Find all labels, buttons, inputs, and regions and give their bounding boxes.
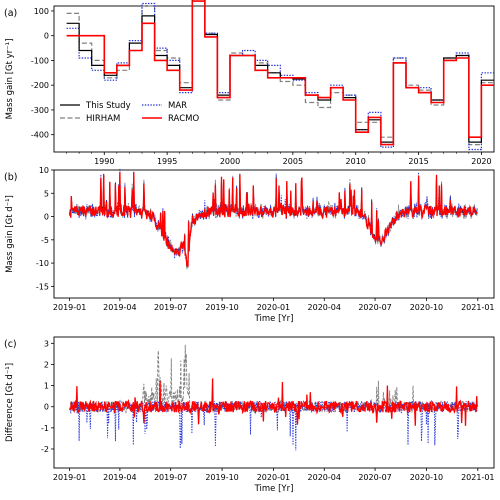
legend-label: This Study [85, 101, 131, 111]
panel-c-plot [69, 344, 478, 451]
panel-c-ytick-label: -1 [41, 424, 49, 433]
panel-a-xtick-label: 2000 [220, 157, 240, 166]
panel-b-plot [68, 168, 478, 270]
panel-a-ytick-label: -200 [31, 81, 49, 90]
panel-b-xtick-label: 2019-01 [53, 303, 86, 312]
series-line-b-this-study [69, 171, 478, 267]
panel-c-xtick-label: 2019-07 [154, 473, 187, 482]
panel-c-xtick-label: 2019-04 [103, 473, 136, 482]
panel-a-xtick-label: 2005 [283, 157, 303, 166]
panel-c-ylabel: Difference [Gt d⁻¹] [5, 363, 15, 442]
panel-c-ytick-label: 1 [44, 382, 49, 391]
legend-label: MAR [168, 101, 187, 111]
panel-b-xtick-label: 2020-01 [257, 303, 290, 312]
panel-a-xtick-label: 1995 [157, 157, 177, 166]
panel-a-xtick-label: 2015 [408, 157, 428, 166]
panel-b-frame [53, 169, 495, 299]
legend-label: HIRHAM [86, 114, 120, 124]
panel-b-xtick-label: 2019-10 [205, 303, 238, 312]
series-line-b-hirham [69, 173, 478, 270]
panel-a-ytick-label: -300 [31, 106, 49, 115]
panel-a-ytick-label: -100 [31, 56, 49, 65]
series-line-c-racmo [69, 378, 478, 426]
legend-label: RACMO [168, 114, 199, 124]
panel-a-ytick-label: -400 [31, 131, 49, 140]
panel-b-ytick-label: -5 [41, 236, 49, 245]
panel-b-xlabel: Time [Yr] [254, 314, 294, 324]
panel-a-frame [53, 5, 495, 153]
panel-a-label: (a) [4, 8, 17, 19]
panel-c-xtick-label: 2020-10 [410, 473, 443, 482]
panel-a-legend: This Study HIRHAM MAR RACMO [60, 101, 199, 124]
panel-c-xtick-label: 2020-01 [257, 473, 290, 482]
panel-b-ytick-label: 10 [39, 166, 49, 175]
panel-c-xtick-label: 2019-10 [205, 473, 238, 482]
panel-c-label: (c) [4, 339, 17, 350]
panel-b-ytick-label: -15 [36, 282, 49, 291]
panel-b-xtick-label: 2019-07 [154, 303, 187, 312]
panel-c-xtick-label: 2019-01 [53, 473, 86, 482]
panel-c-frame [53, 336, 495, 469]
panel-c-ytick-label: 3 [44, 339, 49, 348]
panel-a-xtick-label: 2020 [471, 157, 491, 166]
panel-b-ytick-label: 5 [44, 189, 49, 198]
panel-c-ytick-label: -2 [41, 445, 49, 454]
panel-b-xtick-label: 2019-04 [103, 303, 136, 312]
panel-b-label: (b) [4, 172, 17, 183]
panel-c-ytick-label: 0 [44, 403, 49, 412]
panel-a-ytick-label: 0 [44, 32, 49, 41]
panel-b-xtick-label: 2021-01 [461, 303, 494, 312]
panel-b-ytick-label: -10 [36, 259, 49, 268]
panel-b-ylabel: Mass gain [Gt d⁻¹] [5, 195, 15, 273]
panel-c-xtick-label: 2020-04 [308, 473, 341, 482]
panel-b-ytick-label: 0 [44, 213, 49, 222]
panel-a-ylabel: Mass gain [Gt yr⁻¹] [5, 39, 15, 120]
panel-c-xtick-label: 2021-01 [461, 473, 494, 482]
panel-b-xtick-label: 2020-04 [308, 303, 341, 312]
series-line-b-racmo [68, 172, 478, 267]
panel-a-xtick-label: 2010 [346, 157, 366, 166]
series-line-racmo [66, 0, 494, 146]
panel-a-plot [66, 0, 494, 151]
panel-c-ytick-label: 2 [44, 360, 49, 369]
panel-a-xtick-label: 1990 [94, 157, 114, 166]
panel-c-xtick-label: 2020-07 [358, 473, 391, 482]
panel-a-ytick-label: 100 [34, 7, 49, 16]
panel-c-xlabel: Time [Yr] [254, 484, 294, 494]
panel-b-xtick-label: 2020-10 [410, 303, 443, 312]
panel-b-xtick-label: 2020-07 [358, 303, 391, 312]
